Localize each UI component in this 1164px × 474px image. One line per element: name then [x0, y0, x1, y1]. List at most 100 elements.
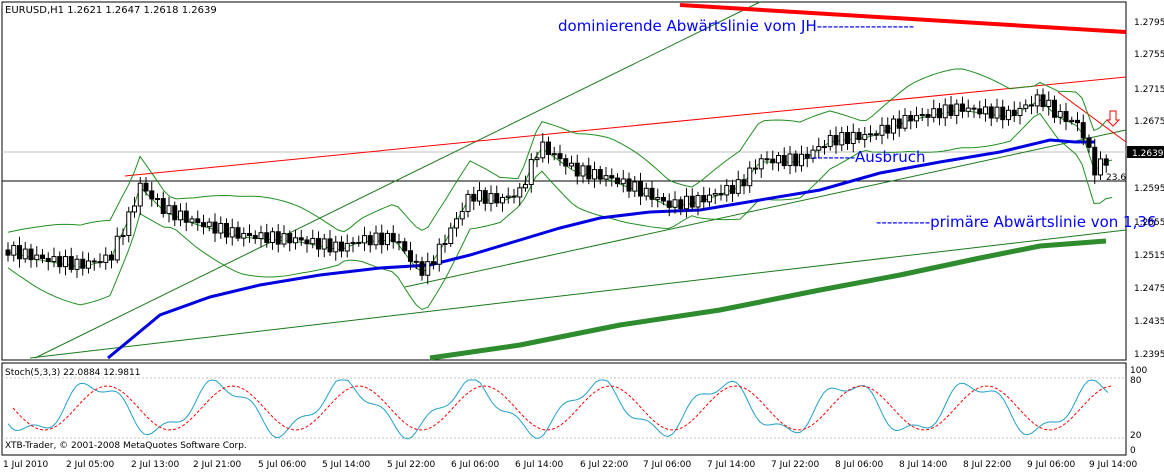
annotation-breakout[interactable]: --------Ausbruch: [812, 148, 926, 166]
fib-level-label: 23.6: [1106, 173, 1126, 183]
candle-body: [620, 178, 626, 185]
candle-body: [160, 198, 166, 214]
candle-body: [1052, 99, 1057, 118]
candle-body: [850, 131, 856, 144]
candle-body: [891, 118, 896, 134]
candle-body: [195, 218, 201, 224]
down-arrow-icon[interactable]: [1105, 110, 1121, 127]
candle-body: [68, 256, 74, 270]
steep-uptrend-line[interactable]: [34, 1, 761, 359]
candle-body: [74, 258, 80, 270]
time-tick: 5 Jul 22:00: [387, 460, 436, 470]
candle-body: [505, 195, 511, 198]
candle-body: [413, 260, 419, 263]
candle-body: [120, 235, 126, 238]
candle-body: [885, 124, 891, 134]
candle-body: [201, 222, 206, 228]
candle-body: [948, 104, 954, 116]
candle-body: [212, 221, 218, 234]
candle-body: [649, 187, 655, 200]
candle-body: [408, 250, 413, 262]
time-tick: 2 Jul 13:00: [131, 460, 180, 470]
time-tick: 6 Jul 22:00: [580, 460, 629, 470]
candle-body: [218, 223, 224, 234]
candle-body: [724, 185, 730, 196]
candle-body: [638, 181, 643, 197]
stoch-level-label: 100: [1130, 366, 1147, 376]
candle-body: [856, 131, 862, 140]
short-red-line[interactable]: [1057, 91, 1127, 143]
candle-body: [28, 248, 34, 261]
candle-body: [97, 261, 103, 264]
time-tick: 6 Jul 14:00: [515, 460, 564, 470]
candle-body: [5, 249, 11, 256]
candle-body: [183, 210, 189, 223]
short-uptrend-line[interactable]: [404, 129, 1127, 288]
time-scale[interactable]: 1 Jul 2010 2 Jul 05:00 2 Jul 13:00 2 Jul 21…: [3, 460, 1138, 470]
candle-body: [494, 193, 500, 204]
candle-body: [178, 210, 183, 221]
candle-body: [896, 118, 902, 129]
channel-top-line[interactable]: [124, 76, 1127, 177]
price-tick: 1.2555: [1134, 218, 1164, 228]
candle-body: [810, 149, 816, 159]
candle-body: [1092, 146, 1098, 176]
candle-body: [373, 232, 379, 246]
candle-body: [678, 199, 684, 210]
candle-body: [132, 205, 137, 213]
candle-body: [615, 177, 620, 185]
time-tick: 8 Jul 14:00: [899, 460, 948, 470]
candle-body: [954, 103, 960, 116]
stoch-level-label: 80: [1130, 376, 1142, 386]
candle-body: [448, 227, 454, 245]
candle-body: [528, 159, 534, 186]
candle-body: [287, 233, 293, 244]
candle-body: [477, 190, 482, 202]
candle-body: [586, 165, 592, 180]
current-price-label: 1.2639: [1132, 149, 1164, 159]
candle-body: [988, 106, 994, 119]
candle-body: [327, 238, 333, 253]
candle-body: [91, 260, 97, 263]
price-tick: 1.2395: [1134, 350, 1164, 360]
candle-body: [402, 241, 408, 252]
time-tick: 9 Jul 06:00: [1027, 460, 1076, 470]
candle-body: [540, 141, 546, 159]
candle-body: [22, 248, 28, 260]
long-uptrend-line[interactable]: [29, 229, 1127, 359]
price-tick: 1.2475: [1134, 284, 1164, 294]
time-tick: 8 Jul 22:00: [963, 460, 1012, 470]
symbol-header: EURUSD,H1 1.2621 1.2647 1.2618 1.2639: [5, 5, 217, 16]
candle-body: [574, 162, 580, 177]
candle-body: [730, 185, 735, 194]
dominant-downtrend-line[interactable]: [679, 3, 1127, 34]
price-scale[interactable]: 1.2795 1.2755 1.2715 1.2675 1.2635 1.259…: [1134, 18, 1164, 360]
candle-body: [960, 103, 965, 112]
candle-body: [465, 193, 471, 212]
candle-body: [672, 199, 678, 208]
candle-body: [868, 133, 873, 136]
time-tick: 1 Jul 2010: [3, 460, 48, 470]
annotation-dominant-downtrend[interactable]: dominierende Abwärtslinie vom JH--------…: [558, 17, 914, 35]
annotation-primary-downtrend[interactable]: ----------primäre Abwärtslinie von 1,36: [876, 213, 1156, 231]
time-tick: 2 Jul 21:00: [193, 460, 242, 470]
candle-body: [1063, 111, 1069, 123]
stoch-level-label: 0: [1130, 446, 1136, 456]
candle-body: [137, 182, 143, 207]
candle-body: [80, 258, 86, 269]
stochastic-lines: [7, 379, 1114, 440]
candle-body: [747, 167, 753, 187]
candle-body: [1011, 109, 1017, 117]
candle-body: [994, 106, 1000, 119]
candle-body: [344, 242, 350, 252]
bollinger-upper: [7, 68, 1113, 233]
candle-body: [684, 195, 689, 210]
candle-body: [419, 261, 425, 276]
time-tick: 7 Jul 14:00: [707, 460, 756, 470]
candle-body: [833, 134, 839, 146]
candle-body: [845, 132, 850, 144]
candle-body: [1029, 104, 1034, 107]
price-tick: 1.2515: [1134, 251, 1164, 261]
